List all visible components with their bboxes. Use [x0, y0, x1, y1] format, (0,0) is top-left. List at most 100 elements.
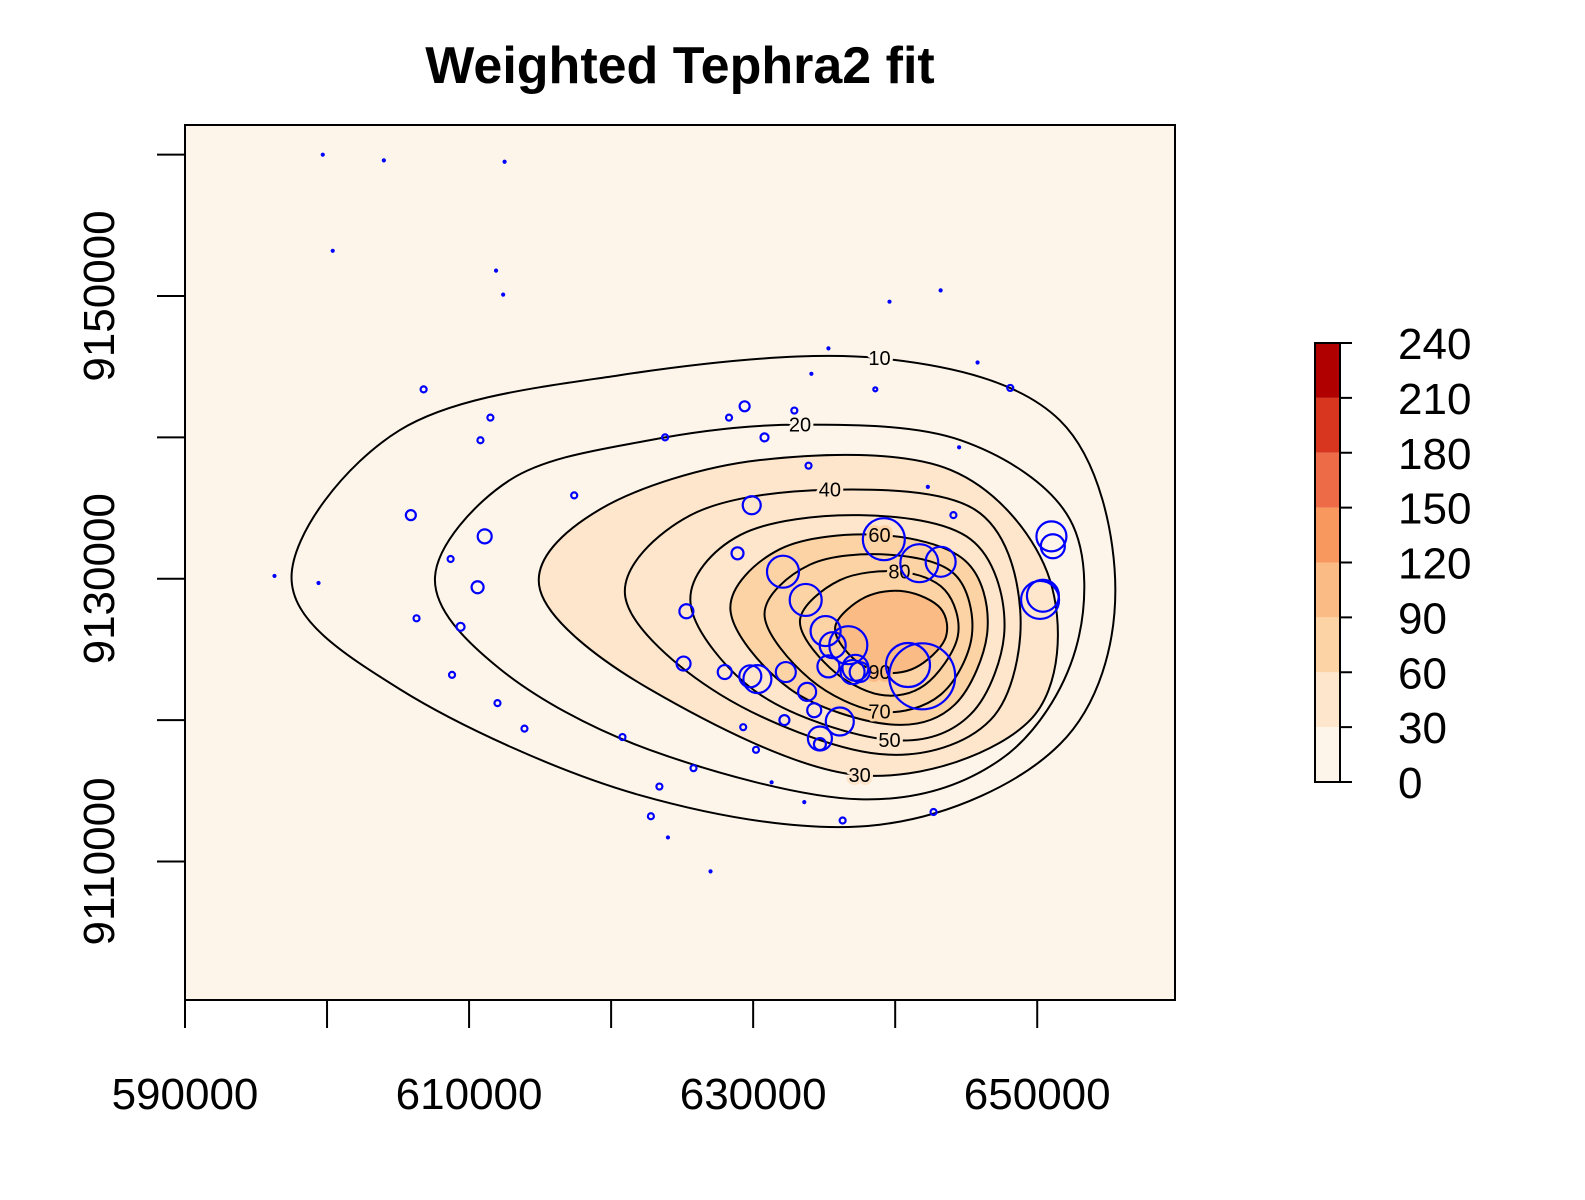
color-key-band: [1315, 507, 1340, 563]
observation-point: [809, 371, 814, 376]
observation-point: [806, 725, 834, 752]
observation-point: [493, 268, 499, 273]
x-tick-label: 650000: [964, 1070, 1111, 1119]
observation-point: [975, 360, 980, 365]
observation-point: [751, 745, 761, 754]
observation-point: [716, 663, 733, 681]
observation-point: [724, 413, 734, 422]
observation-point: [501, 292, 506, 297]
observation-point: [899, 543, 940, 584]
observation-point: [818, 631, 847, 660]
y-tick-label: 9150000: [75, 210, 124, 381]
observation-point: [447, 670, 457, 679]
observation-point: [774, 660, 797, 684]
contour-label: 80: [888, 562, 910, 584]
observation-point: [924, 545, 957, 578]
color-key-label: 150: [1398, 485, 1471, 534]
observation-point: [381, 158, 386, 163]
contour-label: 60: [868, 525, 890, 547]
observation-point: [826, 346, 831, 351]
observation-point: [884, 641, 932, 689]
observation-point: [320, 152, 325, 157]
observation-point: [708, 869, 713, 874]
axes: 590000 610000 630000 650000 9110000 9130000 91…: [75, 124, 1471, 1119]
observation-point: [925, 484, 930, 489]
observation-point: [778, 714, 791, 727]
observation-point: [806, 702, 823, 719]
contour-label: 10: [868, 348, 890, 370]
observation-point: [570, 491, 579, 500]
observation-point: [769, 780, 774, 785]
observation-point: [929, 807, 938, 817]
observation-point: [675, 655, 692, 672]
color-key-label: 30: [1398, 704, 1447, 753]
x-tick-label: 610000: [396, 1070, 543, 1119]
observation-point: [1039, 533, 1066, 560]
observation-point: [486, 413, 495, 422]
observation-point: [949, 511, 958, 520]
contour-line: [433, 423, 1086, 801]
contour-line: [290, 354, 1117, 829]
color-key-band: [1315, 617, 1340, 673]
observation-point: [660, 433, 670, 442]
x-tick-label: 630000: [680, 1070, 827, 1119]
observation-point: [742, 664, 773, 695]
observation-point: [804, 461, 813, 470]
observation-point: [861, 517, 906, 562]
observation-point: [618, 732, 627, 742]
observation-point: [330, 248, 335, 253]
observation-point: [802, 800, 807, 805]
color-key-label: 0: [1398, 759, 1422, 808]
observation-point: [797, 681, 818, 702]
contour-line: [729, 533, 989, 726]
observation-point: [655, 782, 664, 791]
contour-label: 70: [868, 702, 890, 724]
observation-point: [738, 400, 751, 413]
observation-point: [476, 436, 485, 445]
observation-point: [957, 445, 962, 450]
chart-title: Weighted Tephra2 fit: [425, 37, 934, 95]
observation-point: [476, 528, 493, 545]
observation-point: [839, 658, 866, 686]
observation-point: [788, 582, 823, 618]
observation-point: [809, 614, 842, 648]
observation-point: [848, 660, 871, 684]
observation-point: [828, 625, 869, 666]
observation-point: [765, 554, 801, 589]
color-key-band: [1315, 452, 1340, 508]
observation-point: [938, 288, 943, 293]
color-key-label: 240: [1398, 320, 1471, 369]
observation-point: [689, 764, 698, 773]
color-key-band: [1315, 562, 1340, 618]
x-tick-label: 590000: [112, 1070, 259, 1119]
observation-point: [520, 724, 529, 733]
observation-point: [446, 554, 455, 564]
observation-point: [404, 509, 417, 522]
observation-point: [502, 159, 507, 164]
observation-point: [272, 573, 277, 579]
color-key-label: 210: [1398, 375, 1471, 424]
observation-point: [316, 580, 321, 586]
observation-point: [493, 699, 502, 708]
observation-point: [1025, 578, 1061, 613]
contour-line: [537, 453, 1059, 777]
observation-point: [741, 495, 762, 516]
contour-label: 30: [849, 765, 871, 787]
observation-point: [1035, 520, 1068, 553]
color-key-label: 90: [1398, 594, 1447, 643]
contour-label: 20: [789, 415, 811, 437]
filled-band: [835, 590, 948, 674]
observation-point: [759, 432, 770, 443]
contour-label: 40: [819, 480, 841, 502]
observation-point: [678, 603, 695, 620]
observation-point: [646, 812, 655, 821]
observation-point: [730, 546, 745, 561]
color-key-label: 180: [1398, 430, 1471, 479]
color-key-label: 60: [1398, 649, 1447, 698]
contour-line: [689, 514, 1006, 742]
color-key-band: [1315, 672, 1340, 728]
color-key-band: [1315, 727, 1340, 782]
y-tick-label: 9110000: [75, 777, 124, 945]
